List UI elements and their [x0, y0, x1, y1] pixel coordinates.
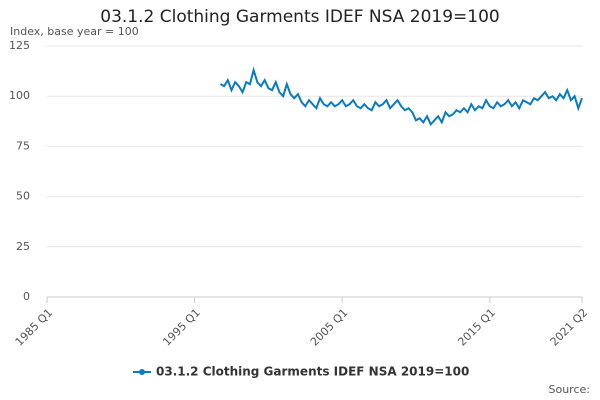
x-tick-label: 2005 Q1 — [308, 306, 351, 349]
x-tick-label: 2015 Q1 — [455, 306, 498, 349]
y-tick-label: 50 — [16, 190, 30, 203]
y-tick-label: 75 — [16, 139, 30, 152]
y-tick-label: 0 — [23, 290, 30, 303]
y-tick-label: 125 — [9, 39, 30, 52]
axis-subtitle: Index, base year = 100 — [10, 25, 139, 38]
x-tick-label: 1985 Q1 — [13, 306, 56, 349]
y-tick-label: 100 — [9, 89, 30, 102]
data-line — [219, 66, 583, 127]
x-tick-label: 2021 Q2 — [548, 306, 591, 349]
legend-marker — [139, 369, 145, 375]
chart-title: 03.1.2 Clothing Garments IDEF NSA 2019=1… — [100, 7, 499, 27]
legend-label: 03.1.2 Clothing Garments IDEF NSA 2019=1… — [156, 365, 469, 379]
source: Source: — [549, 383, 591, 396]
x-tick-label: 1995 Q1 — [160, 306, 203, 349]
y-tick-label: 25 — [16, 240, 30, 253]
